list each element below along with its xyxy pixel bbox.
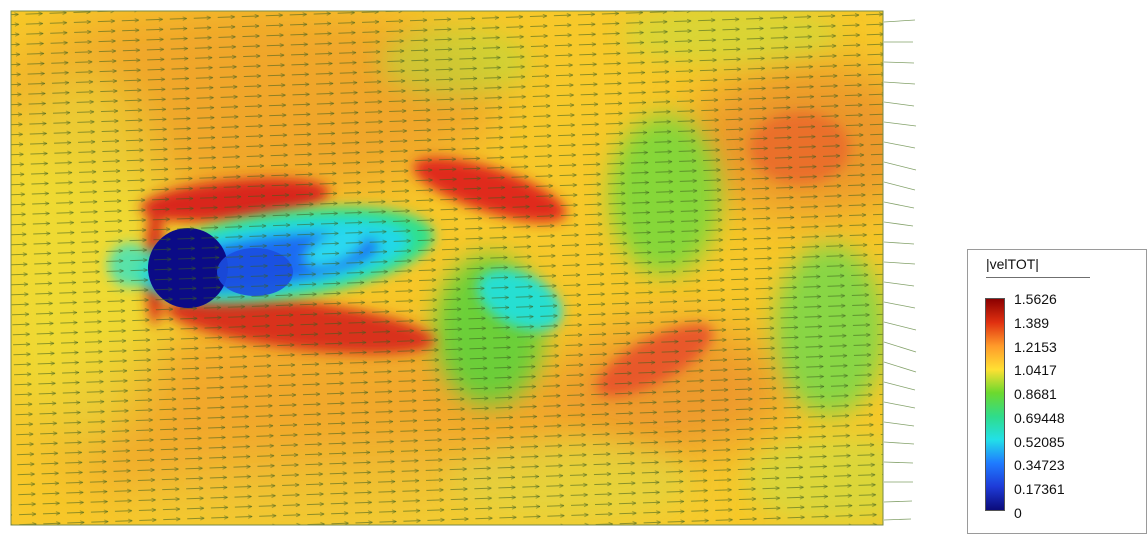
domain-border <box>10 10 884 526</box>
colorbar-tick-label: 1.389 <box>1014 314 1050 331</box>
colorbar-tick-label: 0.34723 <box>1014 457 1065 474</box>
velocity-magnitude-field <box>11 11 883 525</box>
colorbar-tick-label: 1.5626 <box>1014 291 1057 307</box>
colorbar <box>985 298 1005 511</box>
legend-title-rule <box>986 277 1090 278</box>
colorbar-tick-label: 0.8681 <box>1014 386 1057 402</box>
legend-title: |velTOT| <box>986 256 1039 272</box>
color-legend: |velTOT| 1.5626 1.389 1.2153 1.0417 0.8681 0.… <box>967 249 1147 534</box>
colorbar-tick-label: 0 <box>1014 504 1022 521</box>
colorbar-tick-label: 0.69448 <box>1014 409 1065 426</box>
colorbar-tick-label: 0.52085 <box>1014 433 1065 450</box>
outflow-vectors <box>883 19 917 521</box>
colorbar-tick-label: 1.2153 <box>1014 338 1057 355</box>
colorbar-tick-label: 0.17361 <box>1014 481 1065 497</box>
colorbar-tick-label: 1.0417 <box>1014 362 1057 379</box>
